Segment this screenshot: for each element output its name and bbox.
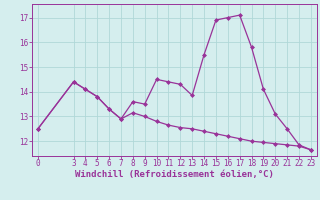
X-axis label: Windchill (Refroidissement éolien,°C): Windchill (Refroidissement éolien,°C) <box>75 170 274 179</box>
